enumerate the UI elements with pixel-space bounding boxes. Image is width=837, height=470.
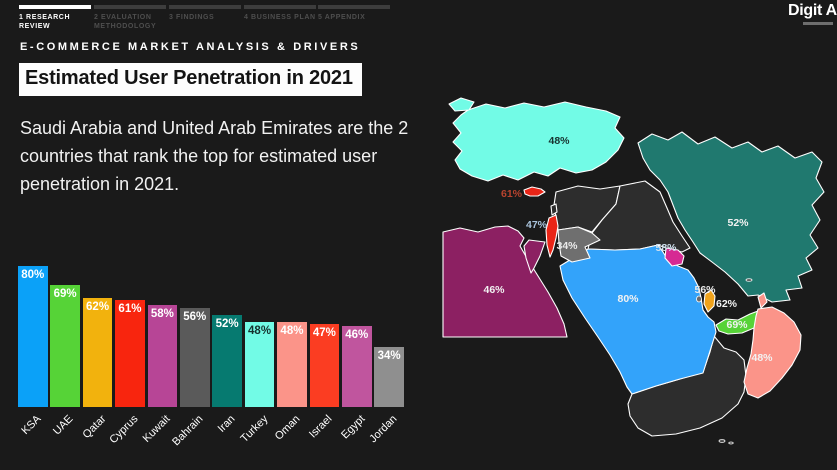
bar-value-label: 61% [118,302,142,315]
bar-iran: 52% [212,315,242,407]
map-country-oman-musandam [757,292,768,309]
map-value-uae: 69% [726,319,748,331]
bar-turkey: 48% [244,322,275,407]
nav-tab-business-plan[interactable]: 4 BUSINESS PLAN [244,5,316,22]
map-value-iran: 52% [727,217,749,229]
nav-tab-indicator [169,5,241,9]
map-country-qatar [703,289,716,313]
slide-description: Saudi Arabia and United Arab Emirates ar… [20,118,409,194]
nav-tab-label: 1 RESEARCH REVIEW [19,14,71,31]
bar-value-label: 62% [86,300,110,313]
bar-value-label: 69% [53,288,77,301]
nav-tab-label: 5 APPENDIX [318,14,366,21]
bar-uae: 69% [50,285,80,407]
map-value-bahrain: 56% [694,284,716,296]
map-country-oman [743,306,802,399]
map-country-uae [715,310,761,335]
map-value-kuwait: 58% [655,242,677,254]
map-country-egypt-sinai [523,239,546,274]
bar-value-label: 47% [312,327,336,340]
map-value-israel: 47% [526,219,548,231]
bar-oman: 48% [277,322,307,407]
map-island [718,439,726,443]
map-country-yemen [627,335,747,437]
bar-qatar: 62% [82,297,113,407]
bar-chart-plot-area: 80% 69% 62% 61% 58% 56% 52% 48% 48% 47% 46% 34% [18,260,413,407]
bar-kuwait: 58% [147,304,178,407]
logo-text: Digit A [788,2,837,19]
page-title: Estimated User Penetration in 2021 [19,63,362,96]
nav-tab-indicator [94,5,166,9]
nav-tab-research-review[interactable]: 1 RESEARCH REVIEW [19,5,91,32]
logo: Digit A [788,2,837,25]
logo-tagline-bar [803,22,833,25]
bar-egypt: 46% [342,325,372,407]
map-value-jordan: 34% [556,240,578,252]
nav-tab-label: 4 BUSINESS PLAN [244,14,316,21]
map-value-oman: 48% [751,352,773,364]
map-country-lebanon [550,203,558,216]
bar-value-label: 80% [21,269,45,281]
bar-cyprus: 61% [115,299,145,407]
bar-bahrain: 56% [180,308,210,407]
map-country-turkey-thrace [448,97,475,112]
penetration-bar-chart: 80% 69% 62% 61% 58% 56% 52% 48% 48% 47% 46% 34% KSA… [18,260,413,455]
map-value-qatar: 62% [716,298,738,310]
nav-tab-findings[interactable]: 3 FINDINGS [169,5,241,22]
nav-tab-label: 3 FINDINGS [169,14,215,21]
nav-tab-appendix[interactable]: 5 APPENDIX [318,5,390,22]
nav-tab-indicator [244,5,316,9]
map-value-cyprus: 61% [501,188,523,200]
map-country-bahrain [696,295,702,303]
bar-value-label: 52% [215,318,239,331]
bar-value-label: 48% [280,325,304,338]
map-country-egypt [442,225,568,338]
map-country-jordan [557,226,601,263]
map-country-syria [553,185,621,233]
nav-tab-label: 2 EVALUATION METHODOLOGY [94,14,157,31]
nav-tab-indicator [318,5,390,9]
bar-ksa: 80% [18,266,48,407]
map-value-saudi: 80% [617,293,639,305]
bar-jordan: 34% [374,347,404,407]
bar-value-label: 34% [377,350,401,363]
nav-tab-indicator [19,5,91,9]
map-island [745,278,753,282]
bar-israel: 47% [309,324,340,407]
map-value-egypt: 46% [483,284,505,296]
map-island [728,441,734,445]
section-nav: 1 RESEARCH REVIEW 2 EVALUATION METHODOLO… [0,5,837,35]
map-country-iraq [587,180,691,253]
map-country-israel [545,214,559,258]
bar-chart-category-axis: KSA UAE Qatar Cyprus Kuwait Bahrain Iran Turkey… [18,407,413,455]
bar-value-label: 46% [345,328,369,341]
bar-value-label: 58% [150,307,174,320]
section-eyebrow: E-COMMERCE MARKET ANALYSIS & DRIVERS [20,41,361,53]
map-country-cyprus [523,186,546,197]
map-country-turkey [452,101,625,182]
bar-value-label: 48% [248,325,272,338]
bar-value-label: 56% [183,311,207,324]
map-value-turkey: 48% [548,135,570,147]
nav-tab-evaluation-methodology[interactable]: 2 EVALUATION METHODOLOGY [94,5,166,32]
map-country-kuwait [664,247,685,267]
map-country-iran [637,131,825,303]
map-country-saudi-arabia [559,244,717,395]
